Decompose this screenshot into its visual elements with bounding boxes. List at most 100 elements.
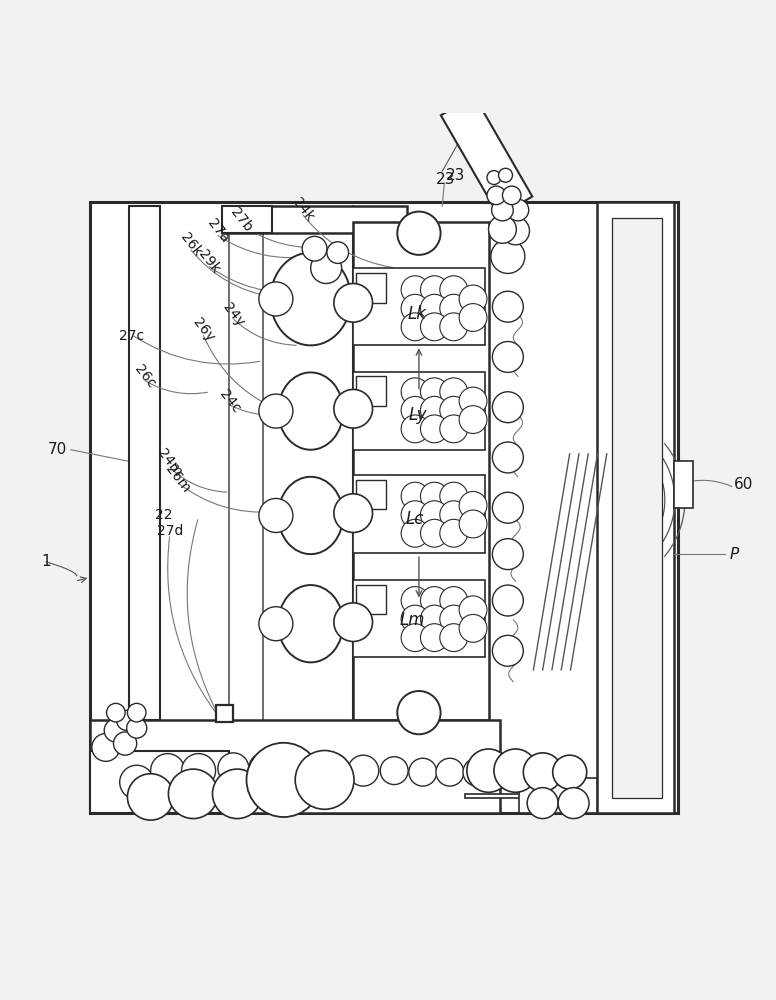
Bar — [355, 273, 386, 303]
Text: 24m: 24m — [155, 446, 185, 479]
Bar — [222, 206, 272, 233]
Text: 60: 60 — [734, 477, 753, 492]
Bar — [674, 461, 694, 508]
Circle shape — [151, 754, 185, 788]
Circle shape — [527, 788, 558, 819]
Circle shape — [492, 199, 513, 221]
Circle shape — [421, 605, 449, 633]
Circle shape — [459, 387, 487, 415]
Circle shape — [508, 198, 523, 214]
Text: 23: 23 — [446, 168, 466, 183]
Circle shape — [348, 755, 379, 786]
Circle shape — [421, 587, 449, 614]
Bar — [90, 202, 678, 813]
Circle shape — [327, 242, 348, 263]
Circle shape — [295, 751, 354, 809]
Circle shape — [401, 605, 429, 633]
Circle shape — [440, 624, 468, 652]
Circle shape — [397, 212, 441, 255]
Circle shape — [401, 378, 429, 406]
Circle shape — [493, 442, 523, 473]
Circle shape — [401, 415, 429, 443]
Circle shape — [494, 749, 537, 792]
Circle shape — [401, 587, 429, 614]
Bar — [90, 751, 230, 813]
Circle shape — [127, 774, 174, 820]
Circle shape — [440, 378, 468, 406]
Circle shape — [310, 253, 341, 283]
Circle shape — [487, 171, 501, 185]
Circle shape — [92, 734, 120, 761]
Circle shape — [459, 406, 487, 434]
Circle shape — [502, 186, 521, 205]
Circle shape — [491, 239, 525, 273]
Text: 27a: 27a — [204, 216, 231, 246]
Circle shape — [213, 769, 262, 819]
Bar — [353, 222, 489, 720]
Circle shape — [116, 710, 137, 730]
Ellipse shape — [279, 372, 343, 450]
Circle shape — [501, 217, 529, 245]
Circle shape — [283, 753, 314, 784]
Circle shape — [440, 396, 468, 424]
Bar — [222, 206, 407, 233]
Circle shape — [126, 718, 147, 738]
Circle shape — [493, 492, 523, 523]
Text: 24k: 24k — [289, 196, 317, 224]
Bar — [519, 778, 597, 813]
Bar — [353, 372, 485, 450]
Text: 29k: 29k — [196, 247, 222, 276]
Circle shape — [302, 236, 327, 261]
Circle shape — [493, 291, 523, 322]
Circle shape — [259, 498, 293, 532]
Circle shape — [247, 743, 320, 817]
Text: 27d: 27d — [157, 524, 183, 538]
Circle shape — [421, 415, 449, 443]
Circle shape — [401, 276, 429, 304]
Text: 24c: 24c — [217, 387, 243, 415]
Circle shape — [489, 215, 516, 243]
Circle shape — [401, 519, 429, 547]
Text: Lm: Lm — [400, 611, 425, 629]
Circle shape — [421, 501, 449, 529]
Circle shape — [493, 539, 523, 570]
Circle shape — [436, 758, 464, 786]
Circle shape — [259, 607, 293, 641]
Circle shape — [401, 501, 429, 529]
Circle shape — [553, 755, 587, 789]
Bar — [217, 705, 234, 722]
Circle shape — [440, 313, 468, 341]
Circle shape — [440, 587, 468, 614]
Circle shape — [380, 757, 408, 785]
Text: 22: 22 — [155, 508, 172, 522]
Text: 27c: 27c — [119, 329, 144, 343]
Bar — [612, 218, 663, 798]
Bar — [597, 202, 674, 813]
Circle shape — [168, 769, 218, 819]
Circle shape — [493, 392, 523, 423]
Circle shape — [440, 605, 468, 633]
Circle shape — [440, 276, 468, 304]
Circle shape — [440, 294, 468, 322]
Circle shape — [523, 753, 562, 792]
Circle shape — [182, 754, 216, 788]
Circle shape — [401, 294, 429, 322]
Circle shape — [421, 624, 449, 652]
Text: 26c: 26c — [131, 362, 158, 391]
Text: 23: 23 — [436, 172, 456, 187]
Text: 26k: 26k — [178, 230, 204, 259]
Circle shape — [493, 585, 523, 616]
Circle shape — [249, 753, 280, 784]
Circle shape — [440, 415, 468, 443]
Circle shape — [463, 758, 491, 786]
Bar — [355, 376, 386, 406]
Circle shape — [334, 603, 372, 641]
Circle shape — [401, 624, 429, 652]
Text: 24y: 24y — [220, 300, 247, 329]
Circle shape — [459, 285, 487, 313]
Circle shape — [397, 691, 441, 734]
Text: 27b: 27b — [227, 205, 255, 235]
Circle shape — [558, 788, 589, 819]
Circle shape — [421, 276, 449, 304]
Circle shape — [459, 491, 487, 519]
